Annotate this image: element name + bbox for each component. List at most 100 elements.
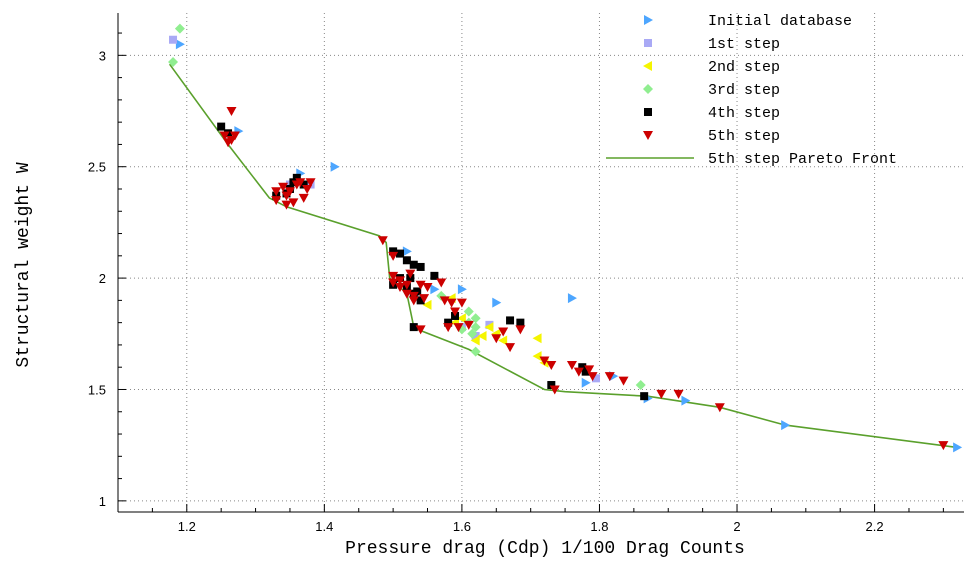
series-5th-step [219,107,949,451]
point-5th-step [584,365,595,375]
point-2nd-step [532,333,542,344]
point-4th-step [292,173,301,182]
legend-label-5th-step-pareto-front: 5th step Pareto Front [708,151,897,168]
point-5th-step [546,360,557,370]
legend-swatch-4th-step [644,108,652,116]
legend-swatch-initial-database [644,15,653,25]
point-initial-database [330,161,340,172]
legend-label-4th-step: 4th step [708,105,780,122]
point-5th-step [714,403,725,413]
point-5th-step [491,334,502,344]
legend: Initial database 1st step 2nd step 3rd step… [606,13,897,168]
point-5th-step [271,196,282,206]
point-1st-step [169,35,178,44]
point-5th-step [549,385,560,395]
point-2nd-step [477,331,487,342]
point-initial-database [953,442,963,453]
point-4th-step [516,318,525,327]
plot-background [118,13,964,512]
point-5th-step [219,131,230,141]
point-4th-step [409,323,418,332]
point-5th-step [305,178,316,188]
y-tick-label: 2 [99,271,106,286]
y-tick-label: 3 [99,48,106,63]
legend-swatch-5th-step [643,131,653,140]
x-tick-label: 1.2 [178,519,196,534]
point-5th-step [450,307,461,317]
point-4th-step [578,363,587,372]
point-3rd-step [470,313,481,324]
legend-label-2nd-step: 2nd step [708,59,780,76]
point-5th-step [673,389,684,399]
point-4th-step [389,247,398,256]
point-4th-step [396,249,404,258]
data-points [168,23,963,453]
point-4th-step [409,260,418,269]
point-5th-step [229,131,240,141]
point-4th-step [547,381,556,390]
point-5th-step [453,323,464,333]
y-tick-label: 2.5 [88,160,106,175]
y-tick-label: 1.5 [88,382,106,397]
point-initial-database [781,420,791,431]
point-5th-step [573,367,584,377]
x-tick-label: 2 [733,519,740,534]
point-3rd-step [174,23,185,34]
legend-swatch-3rd-step [643,84,653,94]
point-5th-step [388,251,399,261]
point-5th-step [604,372,615,382]
point-initial-database [681,395,691,406]
point-5th-step [618,376,629,386]
point-5th-step [377,236,388,246]
point-1st-step [471,332,480,341]
point-4th-step [640,392,649,401]
point-4th-step [416,296,425,305]
point-5th-step [388,271,399,281]
grid-lines [118,13,964,512]
point-3rd-step [635,380,646,391]
point-4th-step [217,122,226,131]
point-5th-step [223,138,234,148]
x-tick-label: 1.6 [453,519,471,534]
plot-frame [117,13,964,513]
point-4th-step [299,180,308,189]
point-1st-step [592,374,601,383]
point-initial-database [430,284,440,295]
point-initial-database [581,377,591,388]
point-5th-step [415,325,426,335]
legend-label-3rd-step: 3rd step [708,82,780,99]
point-5th-step [302,184,313,194]
point-3rd-step [467,328,478,339]
point-5th-step [422,283,433,293]
point-4th-step [416,262,425,271]
point-5th-step [405,269,416,279]
point-5th-step [281,200,292,210]
point-5th-step [446,298,457,308]
point-2nd-step [456,313,466,324]
legend-label-1st-step: 1st step [708,36,780,53]
point-2nd-step [484,322,494,333]
point-3rd-step [470,322,481,333]
legend-label-initial-database: Initial database [708,13,852,30]
point-5th-step [298,193,309,203]
axis-ticks: 1.2 1.4 1.6 1.8 2 2.2 1 1.5 2 2.5 3 [88,32,944,534]
point-3rd-step [463,306,474,317]
x-tick-label: 1.4 [315,519,333,534]
point-3rd-step [168,57,179,68]
point-3rd-step [470,346,481,357]
point-4th-step [413,287,422,296]
point-4th-step [444,318,453,327]
point-2nd-step [422,299,432,310]
point-initial-database [457,284,467,295]
y-tick-label: 1 [99,494,106,509]
point-initial-database [492,297,502,308]
point-5th-step [443,323,454,333]
y-axis-title: Structural weight W [14,162,34,367]
point-4th-step [506,316,515,325]
x-tick-label: 1.8 [590,519,608,534]
x-tick-label: 2.2 [866,519,884,534]
legend-swatch-1st-step [644,39,652,47]
point-4th-step [581,367,590,376]
point-5th-step [938,441,949,451]
